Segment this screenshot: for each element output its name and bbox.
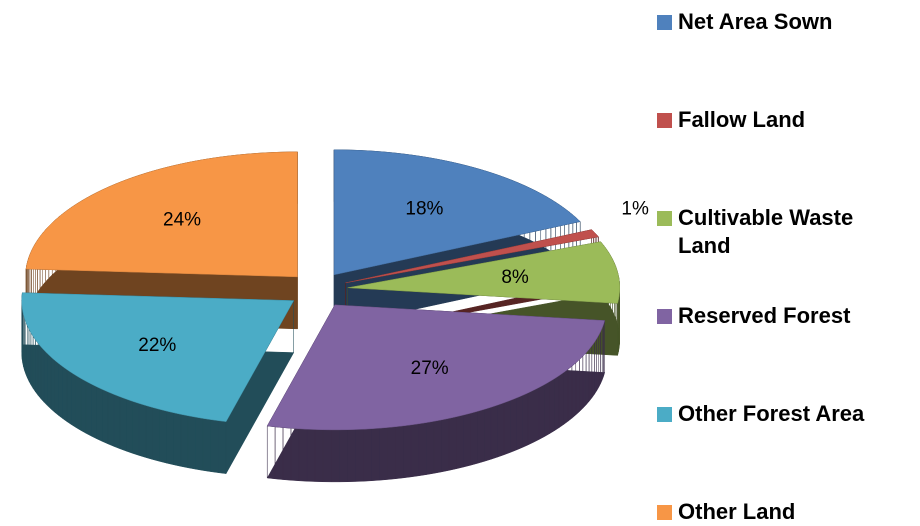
data-label: 8% [501,267,529,288]
slice-tops [21,149,621,431]
legend-item: Fallow Land [657,106,919,134]
slice [25,151,298,278]
legend-label: Other Land [678,499,796,524]
data-label: 1% [621,198,649,219]
legend-item: Reserved Forest [657,302,919,330]
data-label: 24% [163,209,201,230]
data-label: 22% [138,335,176,356]
legend-swatch [657,211,672,226]
slice [266,304,606,431]
data-label: 18% [405,198,443,219]
chart: 18% 1% 8% 27% 22% 24% [21,149,649,483]
legend: Net Area Sown Fallow Land Cultivable Waste… [657,0,920,526]
legend-swatch [657,15,672,30]
slice [21,292,295,422]
legend-swatch [657,309,672,324]
legend-swatch [657,407,672,422]
legend-item: Cultivable Waste Land [657,204,919,260]
legend-label: Other Forest Area [678,401,865,426]
slice [333,149,581,276]
legend-swatch [657,113,672,128]
legend-label: Fallow Land [678,107,806,132]
data-label: 27% [411,358,449,379]
slice [345,229,599,284]
legend-label: Reserved Forest [678,303,851,328]
legend-swatch [657,505,672,520]
legend-item: Other Forest Area [657,400,919,428]
legend-item: Net Area Sown [657,8,919,36]
slice [347,241,621,304]
legend-label: Net Area Sown [678,9,833,34]
legend-label: Cultivable Waste Land [678,205,854,258]
legend-item: Other Land [657,498,919,526]
